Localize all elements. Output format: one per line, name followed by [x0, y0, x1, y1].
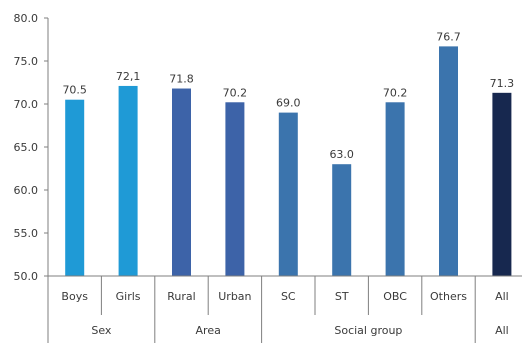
- bar-girls: [118, 85, 138, 276]
- x-tick-label: Girls: [116, 290, 141, 303]
- data-label: 71.8: [169, 73, 194, 86]
- bar-st: [332, 164, 352, 276]
- category-groups: Sex Area Social group All: [47, 276, 509, 343]
- data-label: 76.7: [436, 30, 461, 43]
- bars: [65, 46, 512, 277]
- y-tick-label: 60.0: [14, 184, 39, 197]
- y-tick-label: 80.0: [14, 12, 39, 25]
- bar-rural: [172, 88, 191, 277]
- x-tick-label: SC: [281, 290, 296, 303]
- y-tick-label: 55.0: [14, 227, 39, 240]
- data-label: 69.0: [276, 97, 301, 110]
- x-tick-label: Boys: [61, 290, 88, 303]
- y-tick-label: 70.0: [14, 98, 39, 111]
- y-tick-label: 75.0: [14, 55, 39, 68]
- data-labels: 70.5 72,1 71.8 70.2 69.0 63.0 70.2 76.7 71.3: [62, 30, 514, 161]
- bar-obc: [385, 102, 405, 276]
- x-tick-label: ST: [335, 290, 349, 303]
- bar-sc: [278, 112, 298, 276]
- group-label: Social group: [334, 324, 402, 337]
- bar-boys: [65, 99, 85, 276]
- x-tick-label: Rural: [167, 290, 195, 303]
- x-axis: Boys Girls Rural Urban SC ST OBC Others All: [48, 275, 522, 303]
- x-tick-label: Urban: [218, 290, 251, 303]
- y-tick-label: 50.0: [14, 270, 39, 283]
- data-label: 72,1: [116, 70, 141, 83]
- x-tick-label: Others: [430, 290, 467, 303]
- x-tick-label: All: [495, 290, 509, 303]
- y-axis: 50.0 55.0 60.0 65.0 70.0 75.0 80.0: [14, 12, 49, 283]
- y-tick-label: 65.0: [14, 141, 39, 154]
- data-label: 70.5: [62, 84, 87, 97]
- bar-urban: [225, 102, 245, 276]
- group-label: Sex: [91, 324, 112, 337]
- group-label: All: [495, 324, 509, 337]
- bar-all: [492, 92, 512, 276]
- group-label: Area: [196, 324, 221, 337]
- data-label: 71.3: [490, 77, 515, 90]
- data-label: 70.2: [383, 86, 408, 99]
- x-tick-label: OBC: [383, 290, 407, 303]
- data-label: 63.0: [329, 148, 354, 161]
- data-label: 70.2: [223, 86, 248, 99]
- bar-others: [439, 46, 458, 276]
